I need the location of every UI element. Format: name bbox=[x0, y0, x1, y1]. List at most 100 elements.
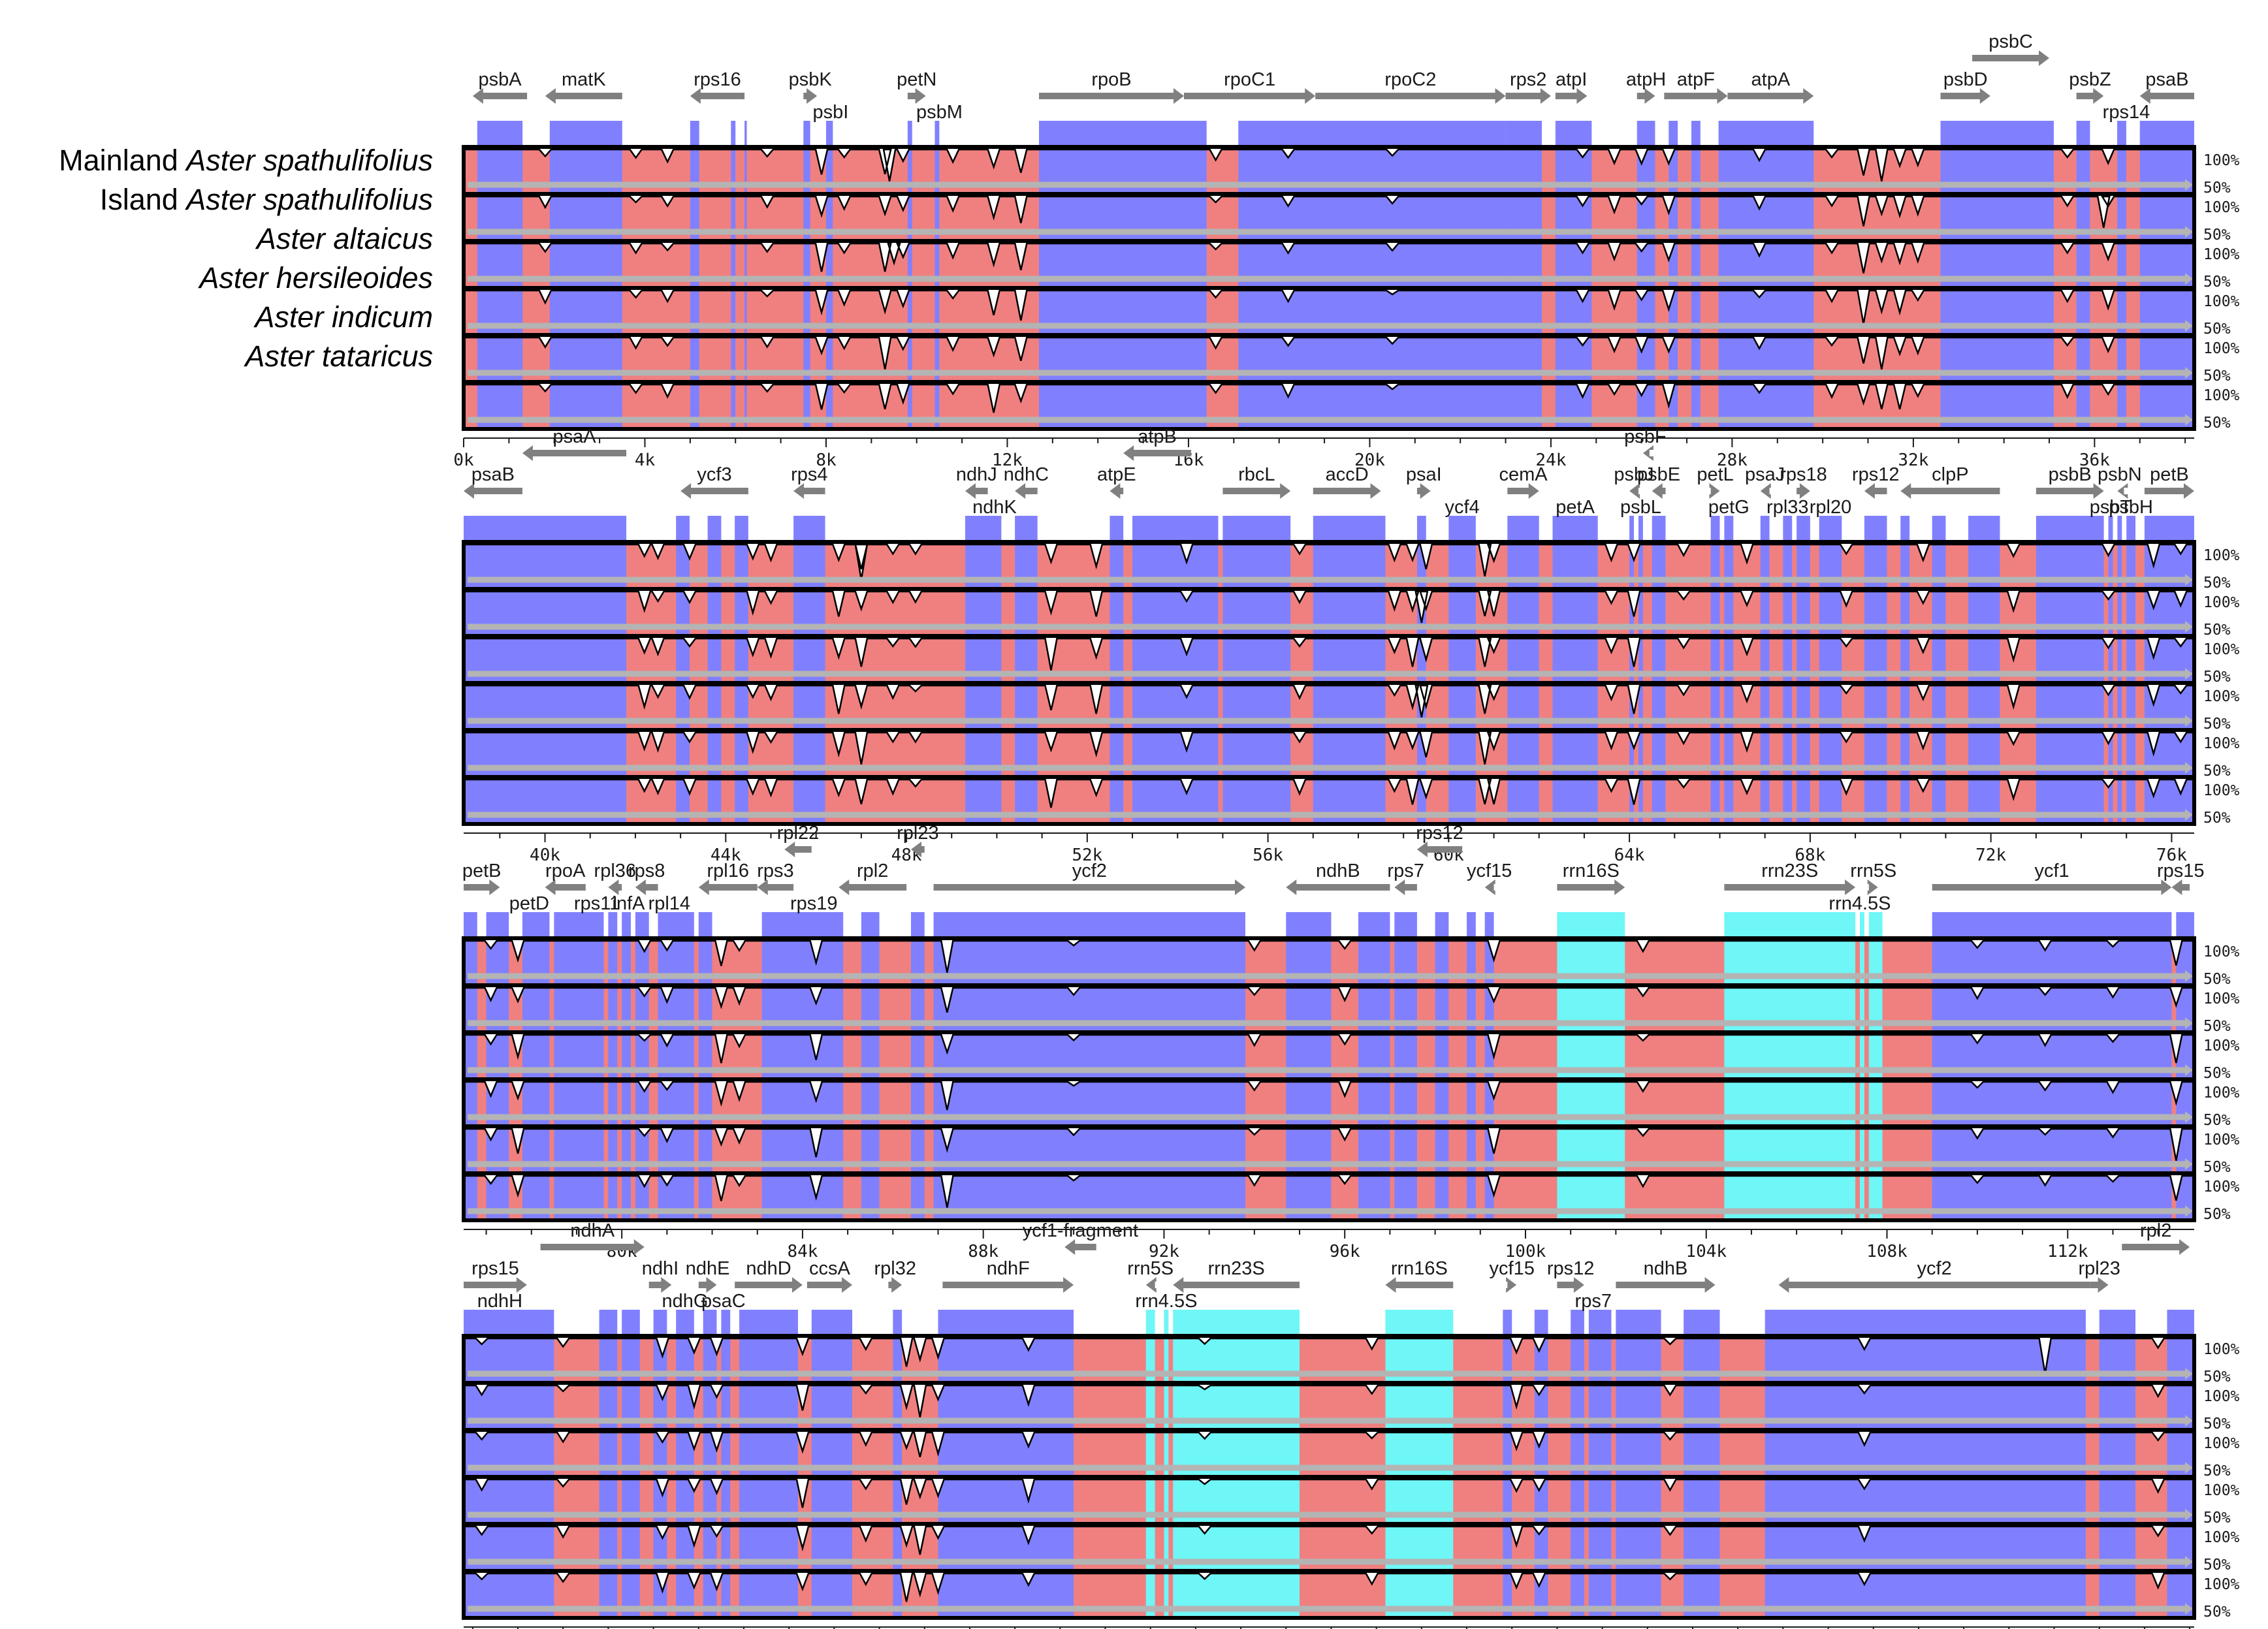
gene-label: psbN bbox=[2098, 464, 2142, 485]
gene-arrow bbox=[2122, 1239, 2190, 1255]
exon-block-header bbox=[1015, 516, 1038, 541]
exon-block-header bbox=[635, 912, 649, 937]
track-baseline-arrowhead bbox=[2185, 273, 2193, 285]
gene-label: rps18 bbox=[1780, 464, 1827, 485]
conservation-track: 100% 50% bbox=[462, 192, 2240, 244]
conservation-track: 100% 50% bbox=[462, 587, 2240, 639]
exon-block-header bbox=[1534, 1310, 1548, 1335]
percent-100-label: 100% bbox=[2203, 990, 2240, 1007]
gene-label: psbJ bbox=[1614, 464, 1653, 485]
percent-50-label: 50% bbox=[2203, 321, 2231, 338]
track-baseline-arrowhead bbox=[2185, 1603, 2193, 1615]
panel-frame bbox=[462, 540, 2196, 826]
gene-rps7: rps7 bbox=[1387, 861, 1424, 895]
percent-100-label: 100% bbox=[2203, 1388, 2240, 1405]
conservation-track: 100% 50% bbox=[462, 983, 2240, 1035]
conservation-track: 100% 50% bbox=[462, 1569, 2240, 1621]
exon-block-header bbox=[1238, 121, 1506, 146]
gene-label: rps12 bbox=[1416, 823, 1463, 844]
percent-50-label: 50% bbox=[2203, 716, 2231, 733]
gene-arrow bbox=[1972, 50, 2050, 66]
exon-block-header bbox=[522, 912, 550, 937]
gene-label: atpI bbox=[1556, 69, 1587, 90]
percent-100-label: 100% bbox=[2203, 594, 2240, 611]
exon-block-header bbox=[933, 912, 1245, 937]
gene-label: rpl14 bbox=[648, 893, 691, 914]
gene-arrow bbox=[942, 1277, 1074, 1293]
gene-label: rps2 bbox=[1510, 69, 1546, 90]
track-baseline-arrowhead bbox=[2185, 1205, 2193, 1217]
axis-tick-label: 32k bbox=[1898, 451, 1928, 470]
gene-label: psbK bbox=[789, 69, 833, 90]
track-baseline-arrowhead bbox=[2185, 574, 2193, 586]
species-name: Aster indicum bbox=[253, 300, 433, 334]
gene-arrow bbox=[1940, 88, 1990, 104]
track-baseline-arrowhead bbox=[2185, 715, 2193, 727]
gene-rbcl: rbcL bbox=[1222, 464, 1291, 499]
gene-label: petB bbox=[2150, 464, 2189, 485]
gene-label: rpl23 bbox=[2078, 1258, 2120, 1279]
exon-block-header bbox=[1652, 516, 1666, 541]
gene-ndhk: ndhK bbox=[972, 497, 1017, 518]
gene-arrow bbox=[1616, 1277, 1716, 1293]
alignment-panel: petB petD rpoA rps11 rpl36 infA rps8 rpl14 rpl16… bbox=[462, 823, 2240, 1261]
gene-atpb: atpB bbox=[1123, 426, 1191, 461]
gene-label: ndhJ bbox=[956, 464, 997, 485]
axis-tick-label: 8k bbox=[816, 451, 837, 470]
gene-ndhb: ndhB bbox=[1616, 1258, 1716, 1293]
gene-label: psaC bbox=[701, 1291, 746, 1312]
conservation-track: 100% 50% bbox=[462, 333, 2240, 385]
gene-label: rpl2 bbox=[2140, 1220, 2171, 1241]
percent-50-label: 50% bbox=[2203, 763, 2231, 780]
percent-100-label: 100% bbox=[2203, 547, 2240, 564]
gene-psaj: psaJ bbox=[1745, 464, 1785, 499]
track-baseline-arrowhead bbox=[2185, 1017, 2193, 1029]
gene-label: rps11 bbox=[574, 893, 620, 914]
exon-block-header bbox=[803, 121, 810, 146]
gene-rpl23: rpl23 bbox=[897, 823, 939, 857]
gene-arrow bbox=[1864, 483, 1887, 499]
gene-label: psbB bbox=[2049, 464, 2092, 485]
exon-block-header bbox=[965, 516, 1002, 541]
gene-arrow bbox=[1416, 483, 1431, 499]
gene-cema: cemA bbox=[1499, 464, 1548, 499]
exon-block-header bbox=[811, 1310, 853, 1335]
gene-psab: psaB bbox=[464, 464, 522, 499]
gene-arrow bbox=[910, 842, 925, 857]
percent-100-label: 100% bbox=[2203, 688, 2240, 705]
gene-arrow bbox=[648, 1277, 672, 1293]
gene-arrow bbox=[680, 483, 748, 499]
conservation-profile bbox=[462, 1031, 2196, 1064]
gene-label: atpE bbox=[1097, 464, 1136, 485]
axis-tick-label: 40k bbox=[530, 846, 560, 865]
gene-rpob: rpoB bbox=[1039, 69, 1185, 104]
conservation-profile bbox=[462, 984, 2196, 1013]
gene-ycf4: ycf4 bbox=[1445, 497, 1480, 518]
gene-label: rrn5S bbox=[1127, 1258, 1174, 1279]
track-baseline-arrowhead bbox=[2185, 179, 2193, 191]
gene-arrow bbox=[1642, 445, 1653, 461]
conservation-profile bbox=[462, 1335, 2196, 1374]
gene-ndha: ndhA bbox=[540, 1220, 645, 1255]
exon-block-header bbox=[1358, 912, 1390, 937]
gene-label: rbcL bbox=[1238, 464, 1275, 485]
gene-psbj: psbJ bbox=[1614, 464, 1654, 499]
exon-block-header bbox=[1691, 121, 1701, 146]
gene-label: psaJ bbox=[1745, 464, 1785, 485]
conservation-tracks: 100% 50% 100% 50% 100% 50% 100% 50% 100% 50% 100% 5… bbox=[462, 1334, 2240, 1621]
gene-label: ccsA bbox=[809, 1258, 851, 1279]
gene-arrow bbox=[1173, 1277, 1300, 1293]
gene-ycf15: ycf15 bbox=[1467, 861, 1512, 895]
axis-tick-label: 44k bbox=[711, 846, 741, 865]
exon-block-header bbox=[622, 912, 631, 937]
gene-arrow bbox=[1557, 1277, 1584, 1293]
gene-ndhg: ndhG bbox=[662, 1291, 709, 1312]
gene-arrow bbox=[784, 842, 812, 857]
rna-block-header bbox=[1173, 1310, 1300, 1335]
exon-block-header bbox=[676, 1310, 694, 1335]
gene-annotations: petB petD rpoA rps11 rpl36 infA rps8 rpl14 rpl16… bbox=[462, 823, 2205, 914]
axis-tick-label: 92k bbox=[1149, 1242, 1179, 1261]
gene-arrow bbox=[1123, 445, 1191, 461]
conservation-profile bbox=[462, 146, 2196, 182]
